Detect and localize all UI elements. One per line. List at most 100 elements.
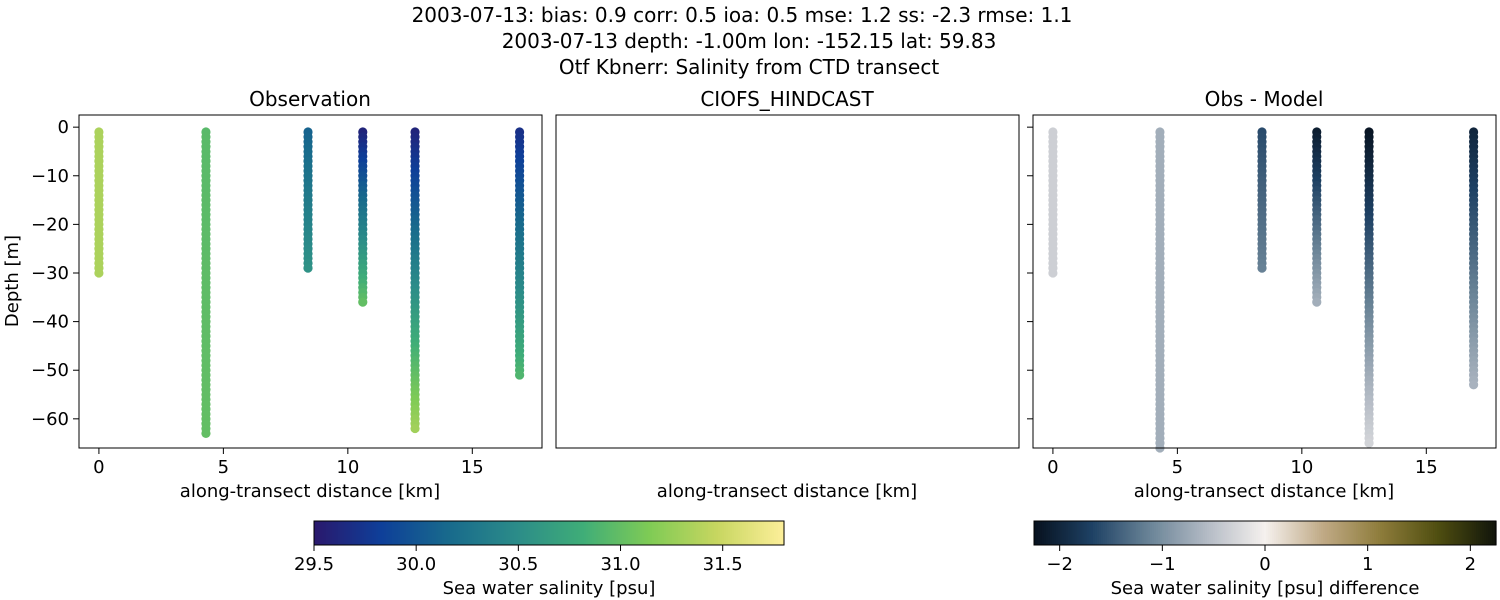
colorbar-tick-label: 30.0 (396, 554, 436, 575)
colorbar-segment (450, 521, 453, 545)
colorbar-segment (1431, 521, 1434, 545)
colorbar-segment (534, 521, 537, 545)
colorbar-segment (456, 521, 459, 545)
y-axis (1027, 126, 1033, 420)
colorbar-segment (342, 521, 345, 545)
colorbar-segment (718, 521, 721, 545)
profile-1 (1155, 127, 1165, 453)
colorbar-segment (1366, 521, 1369, 545)
colorbar-segment (1344, 521, 1348, 545)
colorbar-segment (604, 521, 607, 545)
colorbar-segment (570, 521, 573, 545)
colorbar-segment (348, 521, 351, 545)
colorbar-segment (1413, 521, 1416, 545)
colorbar-segment (1238, 521, 1242, 545)
colorbar-segment (602, 521, 605, 545)
colorbar-segment (1330, 521, 1334, 545)
colorbar-segment (1460, 521, 1464, 545)
colorbar-segment (1256, 521, 1259, 545)
colorbar-segment (1321, 521, 1324, 545)
colorbar-segment (498, 521, 501, 545)
colorbar-segment (558, 521, 561, 545)
colorbar-segment (1053, 521, 1057, 545)
colorbar-segment (1395, 521, 1399, 545)
colorbar-segment (1216, 521, 1220, 545)
colorbar-segment (394, 521, 397, 545)
data-point (410, 423, 420, 434)
colorbar-segment (1063, 521, 1067, 545)
colorbar-segment (402, 521, 405, 545)
colorbar-segment (1324, 521, 1328, 545)
colorbar-segment (1271, 521, 1275, 545)
colorbar-segment (1464, 521, 1468, 545)
colorbar-ticks: 29.5 30.0 30.5 31.0 31.5 (294, 545, 743, 575)
colorbar-tick-label: 31.5 (703, 554, 743, 575)
colorbar-segment (610, 521, 613, 545)
colorbar-segment (1069, 521, 1072, 545)
colorbar-segment (1102, 521, 1106, 545)
profile-4 (410, 127, 420, 434)
colorbar-segment (1118, 521, 1122, 545)
colorbar-segment (322, 521, 325, 545)
suptitle-line-1: 2003-07-13: bias: 0.9 corr: 0.5 ioa: 0.5… (412, 3, 1073, 27)
colorbar-segment (1208, 521, 1212, 545)
colorbar-segment (710, 521, 713, 545)
colorbar-segment (628, 521, 631, 545)
colorbar-segment (1212, 521, 1216, 545)
colorbar-segment (780, 521, 783, 545)
colorbar-segment (446, 521, 449, 545)
colorbar-segment (1448, 521, 1452, 545)
colorbar-segment (1264, 521, 1267, 545)
colorbar-segment (654, 521, 657, 545)
colorbar-segment (1096, 521, 1100, 545)
colorbar-segment (1301, 521, 1304, 545)
colorbar-segment (1494, 521, 1497, 545)
colorbar-label: Sea water salinity [psu] (443, 578, 656, 599)
colorbar-segment (564, 521, 567, 545)
colorbar-segment (1328, 521, 1332, 545)
colorbar-segment (1195, 521, 1198, 545)
data-point (201, 428, 211, 439)
colorbar-segment (636, 521, 639, 545)
colorbar-segment (682, 521, 685, 545)
colorbar-segment (740, 521, 743, 545)
colorbar-segment (414, 521, 417, 545)
colorbar-segment (1091, 521, 1094, 545)
colorbar-segment (426, 521, 429, 545)
colorbar-segment (488, 521, 491, 545)
colorbar-segment (1472, 521, 1475, 545)
colorbar-difference: −2 −1 0 1 2 Sea water salinity [psu] differe… (1033, 520, 1497, 599)
colorbar-segment (458, 521, 461, 545)
colorbar-segment (1081, 521, 1084, 545)
colorbar-segment (464, 521, 467, 545)
colorbar-segment (672, 521, 675, 545)
colorbar-segment (1297, 521, 1301, 545)
colorbar-segment (1059, 521, 1063, 545)
colorbar-segment (390, 521, 393, 545)
colorbar-segment (1181, 521, 1185, 545)
profile-0 (94, 127, 104, 278)
colorbar-segment (324, 521, 327, 545)
colorbar-segment (1128, 521, 1131, 545)
colorbar-segment (1468, 521, 1472, 545)
panel-title: Observation (249, 87, 371, 111)
colorbar-segment (586, 521, 589, 545)
colorbar-segment (418, 521, 421, 545)
y-tick-label: −50 (31, 360, 69, 381)
colorbar-segment (550, 521, 553, 545)
x-axis: 0 5 10 15 (93, 448, 484, 478)
profile-4 (1364, 127, 1374, 448)
colorbar-segment (644, 521, 647, 545)
colorbar-segment (722, 521, 725, 545)
x-tick-label: 15 (461, 457, 484, 478)
colorbar-segment (1356, 521, 1359, 545)
colorbar-segment (514, 521, 517, 545)
colorbar-segment (1067, 521, 1070, 545)
colorbar-segment (1179, 521, 1183, 545)
colorbar-segment (1169, 521, 1173, 545)
colorbar-segment (592, 521, 595, 545)
colorbar-tick-label: 0 (1259, 554, 1270, 575)
colorbar-segment (1246, 521, 1249, 545)
colorbar-segment (1124, 521, 1127, 545)
colorbar-segment (386, 521, 389, 545)
